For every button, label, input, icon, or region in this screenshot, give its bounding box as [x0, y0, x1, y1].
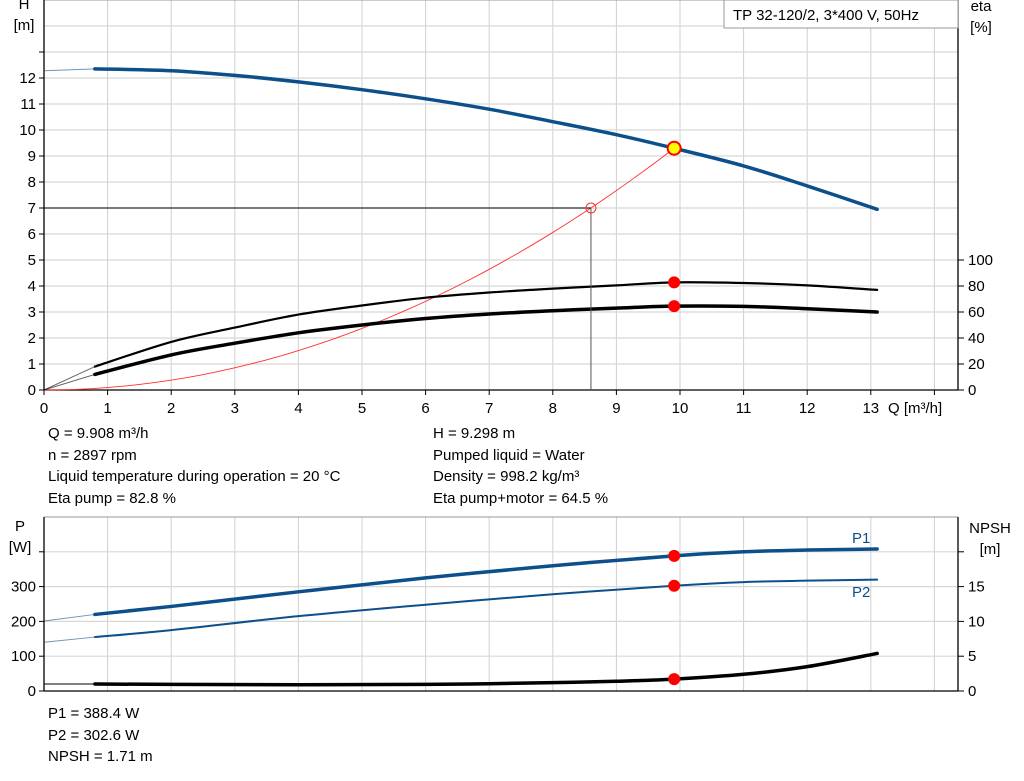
y-tick-label: 12: [19, 70, 36, 87]
head-curve: [93, 67, 879, 212]
y-axis-label: P: [15, 518, 25, 535]
reference-point-marker: [585, 202, 597, 214]
eta-pump-curve-extrapolation: [43, 366, 96, 391]
x-axis-label: Q [m³/h]: [888, 400, 942, 417]
x-tick-label: 8: [549, 400, 557, 417]
y-tick-label: 6: [28, 226, 36, 243]
y-tick-label: 100: [11, 648, 36, 665]
info-speed: n = 2897 rpm: [48, 446, 137, 464]
y-axis-unit: [W]: [9, 539, 32, 556]
title-box: [723, 0, 959, 29]
y2-tick-label: 60: [968, 304, 985, 321]
npsh-duty-marker: [668, 673, 681, 686]
y-tick-label: 3: [28, 304, 36, 321]
y-axis-unit: [m]: [14, 17, 35, 34]
duty-point-marker: [666, 140, 682, 156]
y-tick-label: 1: [28, 356, 36, 373]
eta-pump-motor-curve: [93, 304, 879, 377]
y2-tick-label: 0: [968, 683, 976, 700]
x-tick-label: 10: [672, 400, 689, 417]
x-tick-label: 12: [799, 400, 816, 417]
x-tick-label: 11: [736, 400, 752, 417]
x-tick-label: 9: [612, 400, 620, 417]
x-tick-label: 4: [294, 400, 302, 417]
x-tick-label: 6: [421, 400, 429, 417]
x-tick-label: 0: [40, 400, 48, 417]
y2-tick-label: 15: [968, 579, 985, 596]
info-head: H = 9.298 m: [433, 425, 516, 442]
y-tick-label: 9: [28, 148, 36, 165]
head-curve-extrapolation: [43, 68, 95, 72]
p1-curve-extrapolation: [43, 613, 95, 622]
y2-axis-label: eta: [971, 0, 993, 15]
y-tick-label: 11: [20, 96, 36, 113]
y-tick-label: 5: [28, 252, 36, 269]
y-tick-label: 4: [28, 278, 36, 295]
eta-pump-marker: [668, 276, 681, 289]
x-tick-label: 2: [167, 400, 175, 417]
x-tick-label: 13: [862, 400, 879, 417]
p2-duty-marker: [668, 579, 681, 592]
y2-axis-unit: [m]: [980, 541, 1001, 558]
y-axis-label: H: [19, 0, 30, 13]
x-tick-label: 7: [485, 400, 493, 417]
y2-axis-label: NPSH: [969, 520, 1011, 537]
y-tick-label: 2: [28, 330, 36, 347]
p2-label: P2: [852, 584, 870, 601]
info-liquid-temperature: Liquid temperature during operation = 20…: [48, 468, 341, 485]
p1-label: P1: [852, 530, 870, 547]
info-p2: P2 = 302.6 W: [48, 726, 140, 744]
y2-tick-label: 5: [968, 648, 976, 665]
y-tick-label: 10: [19, 122, 36, 139]
y2-axis-unit: [%]: [970, 19, 992, 36]
y2-tick-label: 20: [968, 356, 985, 373]
y-tick-label: 0: [28, 382, 36, 399]
info-flow: Q = 9.908 m³/h: [48, 425, 149, 442]
info-pumped-liquid: Pumped liquid = Water: [433, 446, 585, 464]
info-top-right: H = 9.298 m Pumped liquid = Water Densit…: [433, 423, 608, 509]
p1-duty-marker: [668, 549, 681, 562]
info-eta-pump: Eta pump = 82.8 %: [48, 489, 176, 507]
x-tick-label: 5: [358, 400, 366, 417]
x-tick-label: 1: [103, 400, 111, 417]
info-p1: P1 = 388.4 W: [48, 705, 140, 722]
y2-tick-label: 100: [968, 252, 993, 269]
y2-tick-label: 80: [968, 278, 985, 295]
p1-curve: [93, 547, 879, 617]
eta-pump-curve: [93, 281, 879, 368]
y-tick-label: 200: [11, 613, 36, 630]
y2-tick-label: 40: [968, 330, 985, 347]
y2-tick-label: 10: [968, 613, 985, 630]
info-density: Density = 998.2 kg/m³: [433, 468, 580, 485]
y-tick-label: 8: [28, 174, 36, 191]
info-npsh: NPSH = 1.71 m: [48, 748, 153, 765]
eta-pump-motor-curve-extrapolation: [43, 373, 96, 391]
y-tick-label: 7: [28, 200, 36, 217]
system-curve: [43, 147, 675, 391]
p2-curve: [93, 578, 879, 639]
y-tick-label: 0: [28, 683, 36, 700]
info-top-left: Q = 9.908 m³/h n = 2897 rpm Liquid tempe…: [48, 423, 340, 509]
y2-tick-label: 0: [968, 382, 976, 399]
p2-curve-extrapolation: [43, 636, 95, 643]
y-tick-label: 300: [11, 579, 36, 596]
info-bottom: P1 = 388.4 W P2 = 302.6 W NPSH = 1.71 m: [48, 703, 153, 768]
npsh-curve: [93, 651, 879, 687]
eta-pump-motor-marker: [668, 300, 681, 313]
info-eta-pump-motor: Eta pump+motor = 64.5 %: [433, 489, 609, 507]
chart-title: TP 32-120/2, 3*400 V, 50Hz: [733, 7, 919, 24]
x-tick-label: 3: [231, 400, 239, 417]
